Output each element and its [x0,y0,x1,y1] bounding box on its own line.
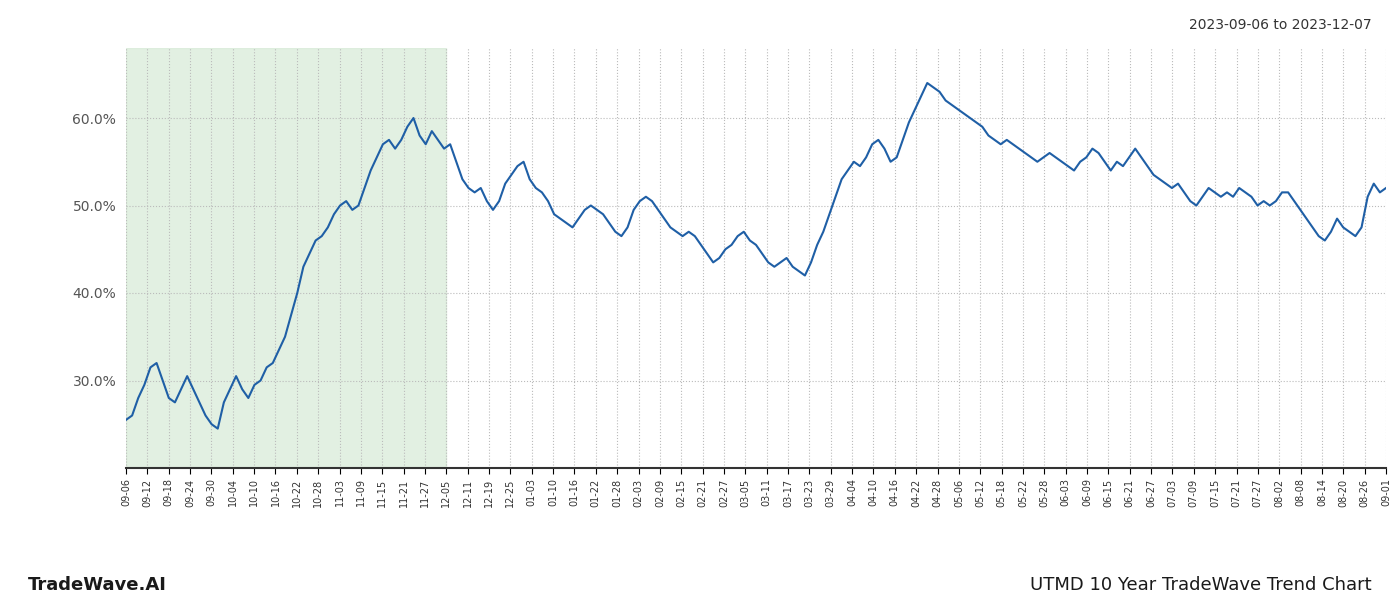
Text: UTMD 10 Year TradeWave Trend Chart: UTMD 10 Year TradeWave Trend Chart [1030,576,1372,594]
Text: TradeWave.AI: TradeWave.AI [28,576,167,594]
Bar [126,48,447,468]
Text: 2023-09-06 to 2023-12-07: 2023-09-06 to 2023-12-07 [1190,18,1372,32]
